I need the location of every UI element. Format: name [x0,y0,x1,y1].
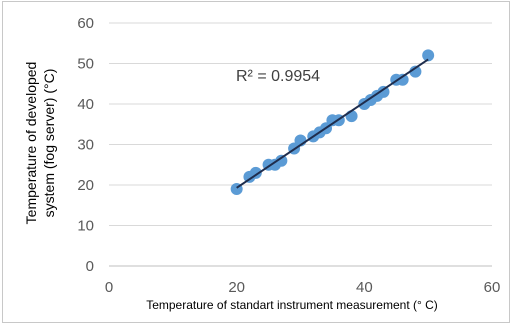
y-tick-label: 20 [77,177,94,194]
data-point [275,154,288,167]
x-tick-label: 40 [356,279,373,296]
r-squared-annotation: R² = 0.9954 [236,68,320,85]
y-tick-labels: 0 10 20 30 40 50 60 [77,15,94,275]
data-point [422,49,435,62]
chart-frame: 0 10 20 30 40 50 60 0 20 40 60 R² = 0.9954 Temper… [2,1,510,323]
y-tick-label: 60 [77,15,94,32]
data-point [377,85,390,98]
y-tick-label: 10 [77,218,94,235]
trendline [236,58,429,189]
y-axis-title-line-1: Temperature of developed [23,62,39,225]
y-tick-label: 0 [86,258,94,275]
y-tick-label: 30 [77,137,94,154]
gridlines [109,22,492,267]
x-tick-label: 20 [228,279,245,296]
y-axis-title: Temperature of developed system (fog ser… [23,62,57,225]
y-axis-title-line-2: system (fog server) (°C) [41,69,57,218]
x-axis-title: Temperature of standart instrument measu… [146,298,438,312]
data-point [409,65,422,78]
data-point [396,73,409,86]
x-tick-label: 60 [484,279,501,296]
x-tick-label: 0 [105,279,113,296]
x-tick-labels: 0 20 40 60 [105,279,501,296]
y-tick-label: 40 [77,96,94,113]
scatter-chart: 0 10 20 30 40 50 60 0 20 40 60 R² = 0.9954 Temper… [23,15,501,312]
y-tick-label: 50 [77,56,94,73]
